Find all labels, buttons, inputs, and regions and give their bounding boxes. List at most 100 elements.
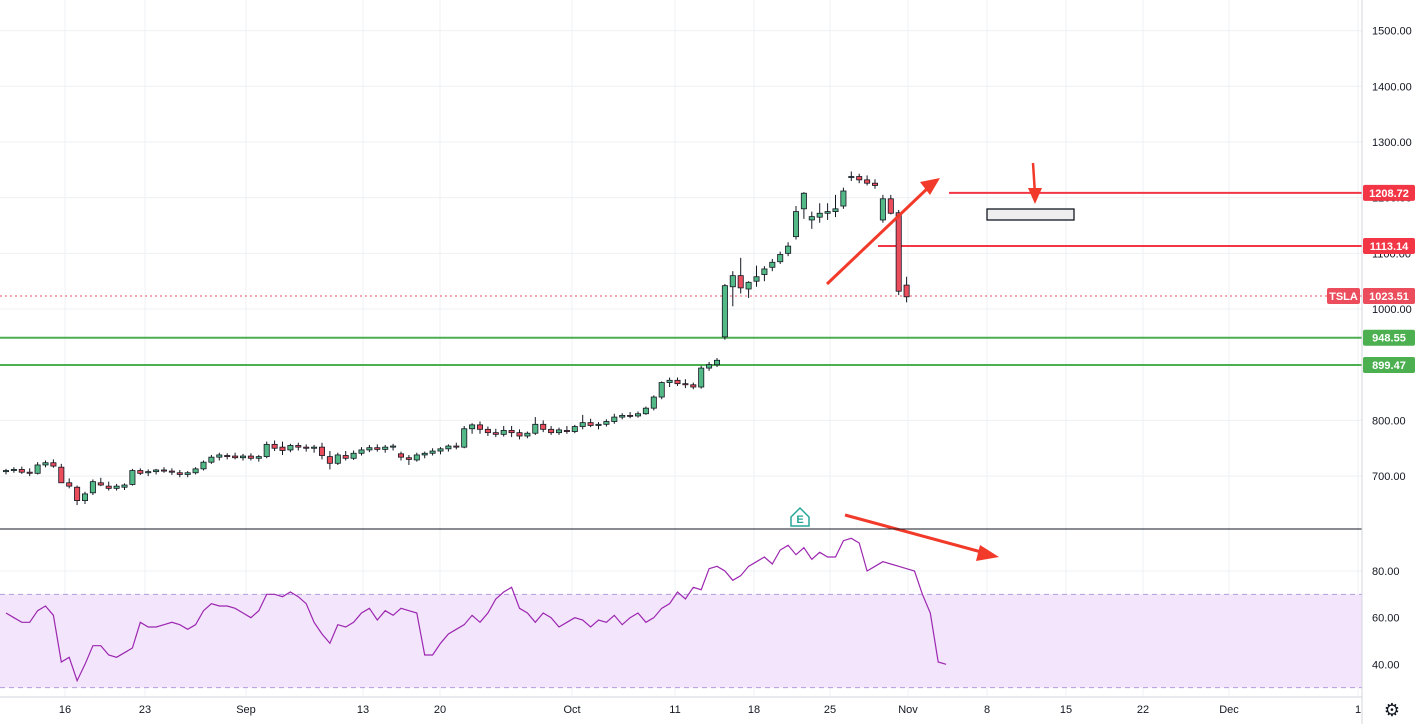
- candle[interactable]: [500, 425, 507, 437]
- candle[interactable]: [635, 411, 642, 418]
- time-axis[interactable]: 16 23 Sep 13 20 Oct 11 18 25 Nov 8 15 22 Dec 1: [59, 704, 1361, 716]
- candle[interactable]: [642, 406, 649, 415]
- candle[interactable]: [832, 194, 839, 218]
- resistance-zone-box[interactable]: [986, 208, 1075, 221]
- candle[interactable]: [366, 444, 373, 453]
- candle[interactable]: [255, 454, 262, 462]
- candle[interactable]: [287, 443, 294, 453]
- candle[interactable]: [492, 428, 499, 438]
- candle[interactable]: [587, 418, 594, 428]
- uptrend-arrow[interactable]: [825, 184, 932, 286]
- candle[interactable]: [761, 266, 768, 282]
- candle[interactable]: [405, 454, 412, 465]
- candle[interactable]: [145, 469, 152, 477]
- rsi-axis[interactable]: 80.00 60.00 40.00: [1372, 566, 1400, 671]
- candle[interactable]: [721, 283, 728, 340]
- candle[interactable]: [698, 365, 705, 389]
- candle[interactable]: [556, 427, 563, 435]
- candle[interactable]: [516, 429, 523, 440]
- horizontal-levels[interactable]: [0, 191, 1362, 367]
- candle[interactable]: [619, 413, 626, 420]
- candle[interactable]: [247, 453, 254, 461]
- candle[interactable]: [856, 173, 863, 184]
- candle[interactable]: [58, 463, 65, 484]
- candle[interactable]: [864, 175, 871, 186]
- candle[interactable]: [129, 468, 136, 486]
- candle[interactable]: [706, 361, 713, 371]
- candle[interactable]: [729, 271, 736, 307]
- candle[interactable]: [461, 425, 468, 449]
- candle[interactable]: [484, 426, 491, 437]
- candle[interactable]: [82, 491, 89, 504]
- candle[interactable]: [524, 431, 531, 439]
- candle[interactable]: [579, 414, 586, 430]
- candle[interactable]: [397, 451, 404, 461]
- candle[interactable]: [532, 417, 539, 435]
- candle[interactable]: [548, 425, 555, 435]
- candle[interactable]: [342, 451, 349, 461]
- candle[interactable]: [595, 422, 602, 430]
- candle[interactable]: [785, 242, 792, 257]
- candle[interactable]: [453, 442, 460, 450]
- gear-icon[interactable]: ⚙: [1383, 699, 1401, 720]
- candle[interactable]: [50, 459, 57, 468]
- candle[interactable]: [540, 420, 547, 433]
- candle[interactable]: [895, 209, 902, 296]
- candle[interactable]: [777, 251, 784, 264]
- candle[interactable]: [160, 467, 167, 473]
- candle[interactable]: [263, 441, 270, 459]
- candle[interactable]: [239, 453, 246, 461]
- candle[interactable]: [326, 451, 333, 470]
- candle[interactable]: [682, 379, 689, 389]
- candle[interactable]: [840, 187, 847, 209]
- candle[interactable]: [200, 460, 207, 471]
- candle[interactable]: [18, 466, 25, 474]
- candle[interactable]: [89, 479, 96, 496]
- candle[interactable]: [800, 192, 807, 219]
- earnings-marker[interactable]: E: [790, 506, 810, 527]
- candle[interactable]: [769, 258, 776, 272]
- candle[interactable]: [113, 483, 120, 491]
- candle[interactable]: [295, 442, 302, 451]
- candlestick-series[interactable]: [3, 171, 910, 506]
- candle[interactable]: [793, 206, 800, 240]
- candle[interactable]: [208, 454, 215, 464]
- candle[interactable]: [382, 444, 389, 453]
- candle[interactable]: [808, 211, 815, 229]
- candle[interactable]: [279, 441, 286, 455]
- candle[interactable]: [611, 413, 618, 424]
- candle[interactable]: [816, 203, 823, 223]
- candle[interactable]: [34, 462, 41, 475]
- candle[interactable]: [121, 483, 128, 491]
- candle[interactable]: [508, 425, 515, 438]
- candle[interactable]: [216, 452, 223, 461]
- candle[interactable]: [753, 265, 760, 287]
- candle[interactable]: [445, 444, 452, 452]
- candle[interactable]: [390, 443, 397, 451]
- candle[interactable]: [42, 460, 49, 468]
- candle[interactable]: [224, 453, 231, 460]
- candle[interactable]: [3, 468, 9, 475]
- candle[interactable]: [469, 423, 476, 434]
- candle[interactable]: [887, 194, 894, 215]
- candle[interactable]: [184, 471, 191, 478]
- candle[interactable]: [374, 444, 381, 452]
- candle[interactable]: [737, 257, 744, 294]
- candle[interactable]: [824, 203, 831, 220]
- candle[interactable]: [318, 442, 325, 460]
- candle[interactable]: [429, 448, 436, 456]
- candle[interactable]: [872, 179, 879, 189]
- candle[interactable]: [105, 481, 112, 491]
- candle[interactable]: [690, 382, 697, 390]
- candle[interactable]: [745, 281, 752, 298]
- candle[interactable]: [176, 469, 183, 478]
- candle[interactable]: [271, 440, 278, 452]
- candle[interactable]: [350, 450, 357, 460]
- candle[interactable]: [153, 468, 160, 475]
- candle[interactable]: [627, 412, 634, 419]
- candle[interactable]: [97, 477, 104, 487]
- candle[interactable]: [437, 447, 444, 455]
- candle[interactable]: [563, 425, 570, 434]
- candle[interactable]: [421, 451, 428, 459]
